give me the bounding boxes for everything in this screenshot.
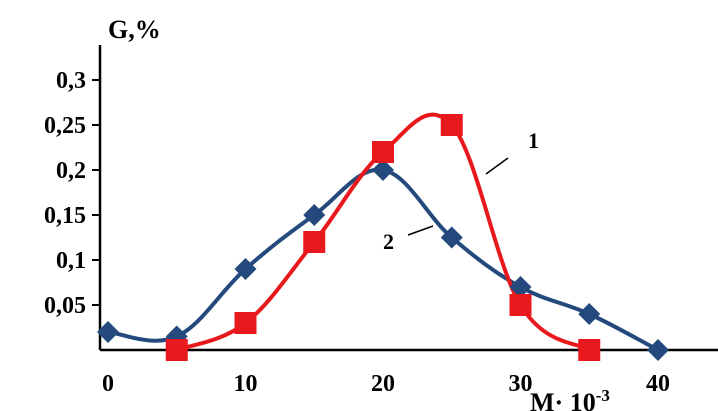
series-2-point: [578, 303, 601, 325]
y-tick-label: 0,1: [56, 248, 86, 274]
series-2-point: [509, 276, 532, 298]
x-tick-label: 0: [102, 371, 114, 397]
y-tick-label: 0,05: [44, 293, 86, 319]
y-axis-label: G,%: [108, 15, 161, 44]
series-1-point: [440, 114, 463, 136]
x-axis-label: M· 10-3: [530, 386, 610, 411]
y-tick-label: 0,3: [56, 68, 86, 94]
series-2-point: [440, 226, 463, 249]
series-1-point: [509, 294, 532, 316]
series-2-annotation: 2: [383, 229, 394, 254]
series-2-point: [234, 258, 257, 280]
y-tick-label: 0,25: [44, 113, 86, 139]
series-2-point: [647, 339, 669, 361]
series-2-point: [303, 204, 326, 226]
x-tick-label: 40: [646, 371, 670, 397]
series-1-point: [578, 339, 601, 361]
series-1-point: [165, 339, 188, 361]
series-1-point: [234, 312, 257, 334]
series-2-leader: [407, 225, 434, 236]
x-tick-label: 10: [234, 371, 258, 397]
x-axis-label-exponent: -3: [596, 386, 610, 405]
series-2-point: [372, 159, 394, 181]
x-tick-label: 30: [509, 371, 533, 397]
y-tick-label: 0,15: [44, 203, 86, 229]
series-1-leader: [485, 157, 509, 175]
series-1-annotation: 1: [528, 128, 539, 153]
series-2-line: [106, 167, 660, 352]
y-tick-label: 0,2: [56, 158, 86, 184]
series-1-point: [303, 231, 326, 253]
x-tick-label: 20: [371, 371, 395, 397]
series-2-point: [97, 321, 119, 343]
series-1-point: [372, 141, 394, 163]
